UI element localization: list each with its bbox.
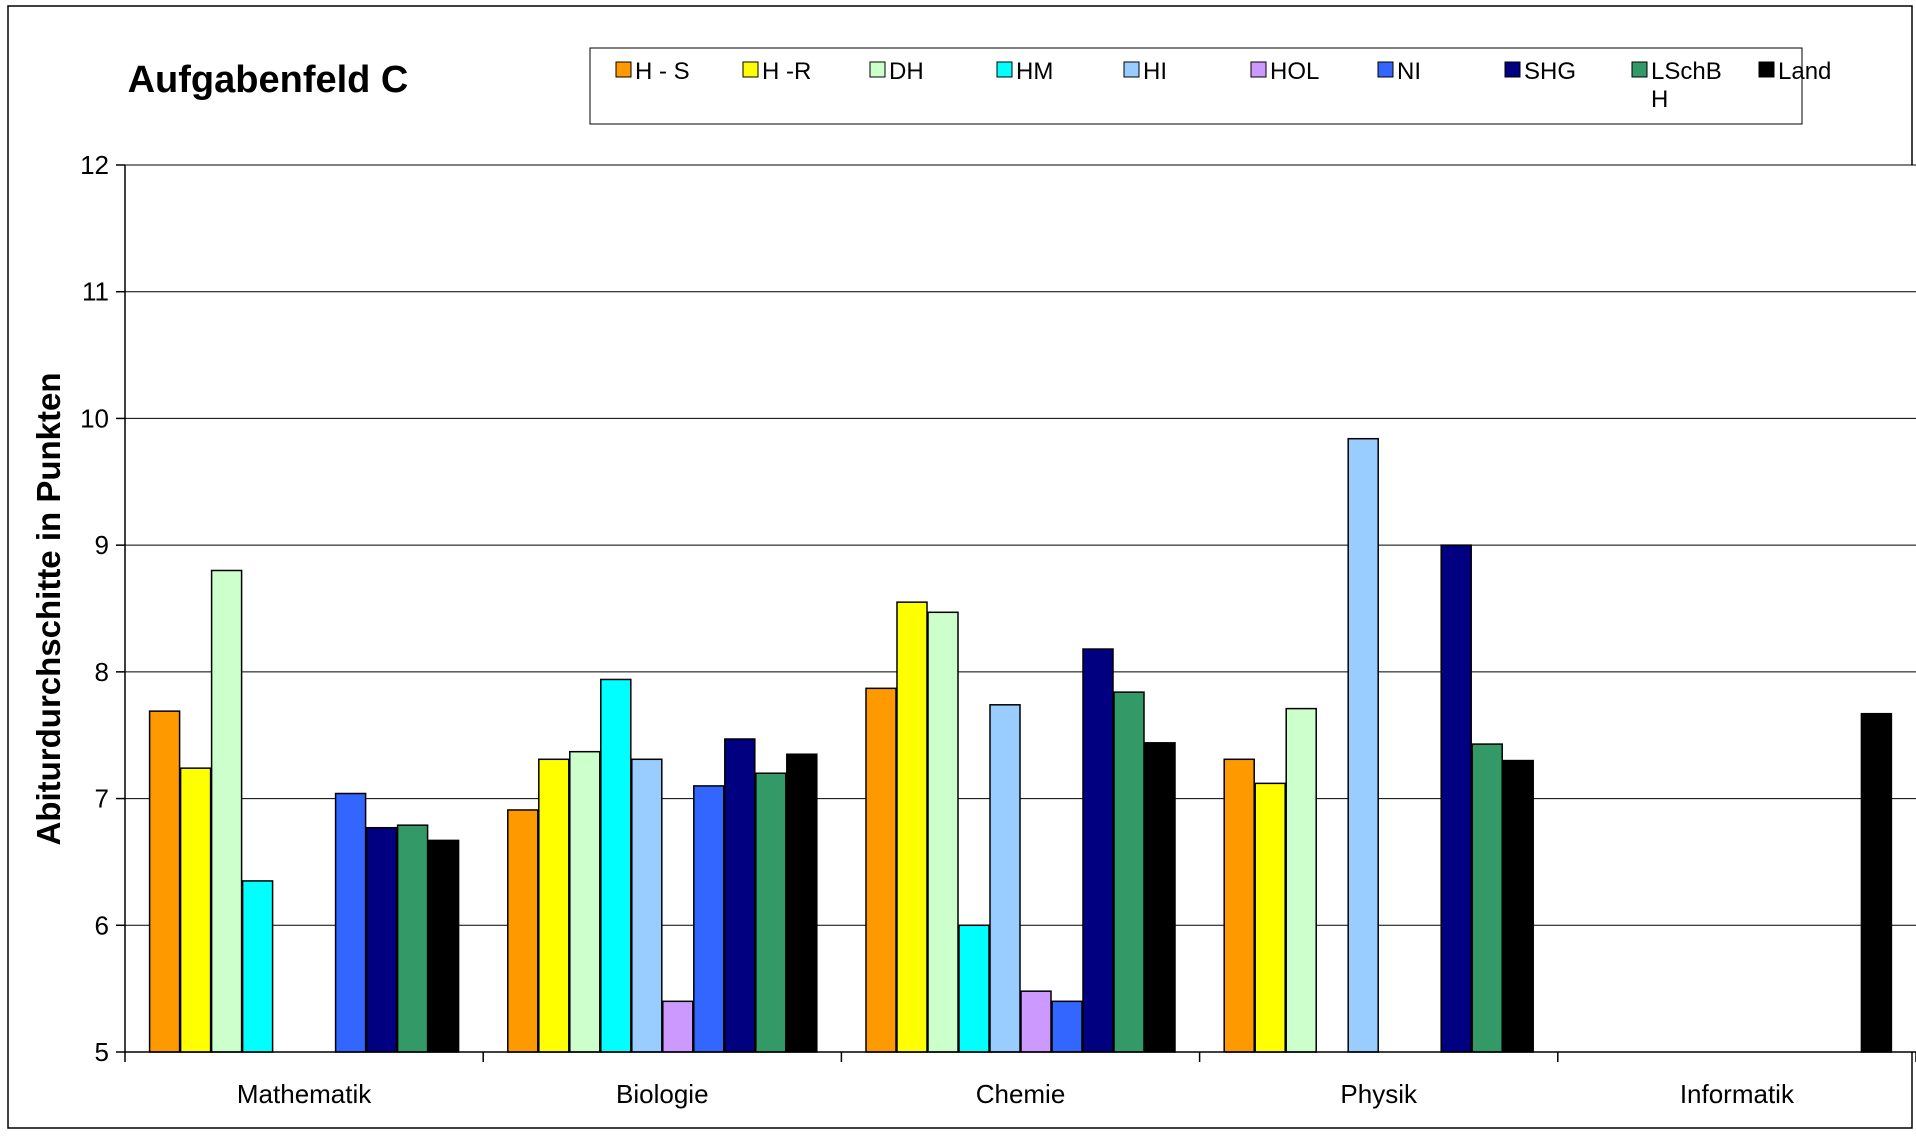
bar [1860, 712, 1893, 1053]
legend-label: HM [1016, 58, 1053, 85]
legend-swatch [742, 61, 759, 78]
legend-swatch [1631, 61, 1648, 78]
bar [241, 880, 274, 1053]
bar [1440, 544, 1472, 1053]
legend-label: NI [1397, 58, 1421, 85]
x-tick-label: Mathematik [237, 1079, 372, 1109]
bar [1223, 758, 1255, 1053]
legend-swatch [996, 61, 1013, 78]
bar [1020, 990, 1052, 1053]
legend-label: HI [1143, 58, 1167, 85]
legend-label: Land [1778, 58, 1831, 85]
legend-swatch [615, 61, 632, 78]
bar [1144, 742, 1176, 1053]
bar [427, 839, 460, 1053]
bar [1254, 782, 1286, 1053]
bar [865, 687, 897, 1053]
legend-label: H - S [635, 58, 690, 85]
y-tick-label: 12 [80, 150, 109, 180]
legend-swatch [869, 61, 886, 78]
bar [365, 826, 398, 1053]
chart-title: Aufgabenfeld C [128, 59, 409, 101]
bar [148, 710, 181, 1053]
bars [148, 437, 1893, 1053]
legend-box [589, 47, 1803, 125]
y-tick-label: 7 [95, 784, 109, 814]
bar [1082, 648, 1114, 1053]
bar [1502, 759, 1534, 1053]
x-tick-label: Informatik [1680, 1079, 1795, 1109]
y-axis-label: Abiturdurchschitte in Punkten [30, 372, 67, 845]
bar [1113, 691, 1145, 1053]
bar [724, 738, 756, 1053]
y-tick-labels: 5 6 7 8 9 10 11 12 [80, 150, 109, 1067]
bar [896, 601, 928, 1053]
bar [755, 772, 787, 1053]
bar [538, 758, 570, 1053]
x-tick-labels: Mathematik Biologie Chemie Physik Informatik [237, 1079, 1795, 1109]
bar [600, 678, 632, 1053]
bar [334, 792, 367, 1053]
bar [1051, 1000, 1083, 1053]
legend-label: LSchB H [1651, 58, 1722, 113]
y-tick-label: 11 [82, 277, 109, 307]
bar [958, 924, 990, 1053]
legend-swatch [1123, 61, 1140, 78]
bar [631, 758, 663, 1053]
bar [662, 1000, 694, 1053]
legend-swatch [1758, 61, 1775, 78]
legend-label: HOL [1270, 58, 1319, 85]
bar [507, 809, 539, 1053]
legend-label: SHG [1524, 58, 1576, 85]
y-tick-label: 5 [95, 1037, 109, 1067]
bar [786, 753, 818, 1053]
legend-label: DH [889, 58, 924, 85]
legend-swatch [1377, 61, 1394, 78]
axes [116, 164, 1916, 1062]
y-tick-label: 9 [95, 530, 109, 560]
legend: H - S H -R DH HM HI HOL NI SHG LSchB H Land [615, 58, 1831, 113]
bar [1347, 437, 1379, 1053]
bar [1471, 743, 1503, 1053]
bar [179, 767, 212, 1053]
bar [989, 704, 1021, 1053]
legend-swatch [1250, 61, 1267, 78]
y-tick-label: 8 [95, 657, 109, 687]
bar [569, 750, 601, 1053]
bar [927, 611, 959, 1053]
bar [210, 569, 243, 1053]
y-tick-label: 6 [95, 910, 109, 940]
legend-label: H -R [762, 58, 811, 85]
bar [1285, 707, 1317, 1053]
x-tick-label: Chemie [976, 1079, 1066, 1109]
bar [396, 824, 429, 1053]
x-tick-label: Physik [1340, 1079, 1418, 1109]
bar [693, 785, 725, 1053]
y-tick-label: 10 [80, 403, 109, 433]
legend-swatch [1504, 61, 1521, 78]
x-tick-label: Biologie [616, 1079, 709, 1109]
